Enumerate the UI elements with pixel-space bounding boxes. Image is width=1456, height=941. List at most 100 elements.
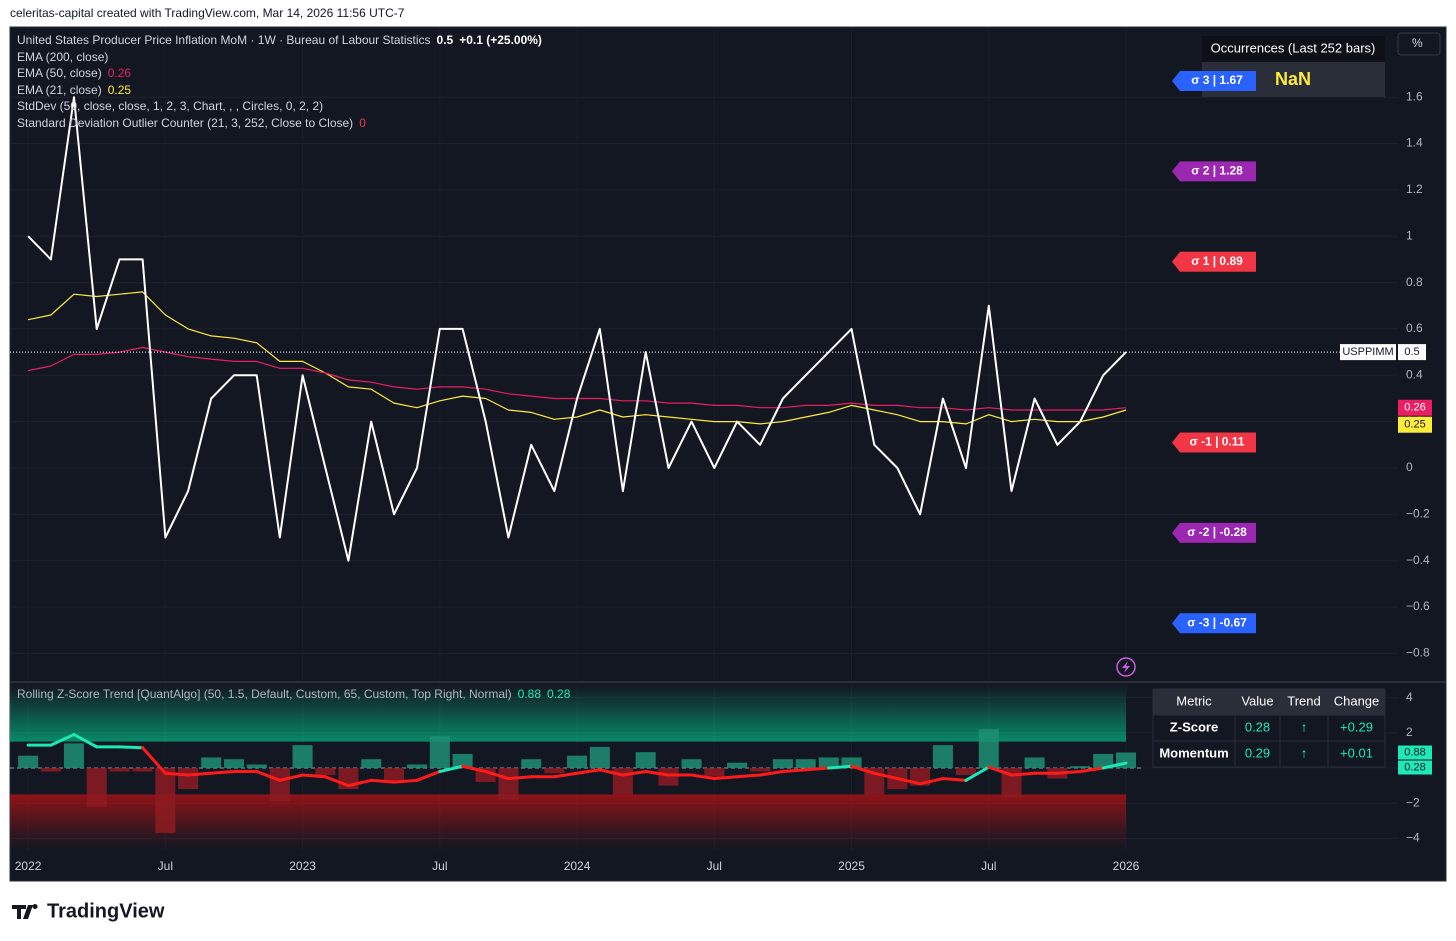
table-cell [1152, 740, 1236, 768]
price-box [1398, 344, 1426, 361]
y-tick-label: −0.4 [1406, 553, 1430, 567]
zscore-segment [598, 768, 625, 777]
price-box [1398, 399, 1432, 416]
symbol-label: USPPIMM [1342, 346, 1393, 358]
table-text: Z-Score [1170, 719, 1218, 734]
zscore-segment [735, 773, 762, 779]
histogram-bar [1024, 757, 1045, 769]
sigma-tag [1172, 161, 1256, 182]
y-tick-label: 1.4 [1406, 136, 1423, 150]
x-tick-label: Jul [432, 859, 447, 873]
value-label: 0.28 [1404, 761, 1425, 773]
zscore-segment [644, 770, 670, 777]
table-header: Metric [1176, 693, 1212, 708]
sigma-label: σ 2 | 1.28 [1191, 164, 1243, 178]
x-tick-label: 2022 [15, 859, 42, 873]
zscore-segment [964, 765, 991, 782]
x-tick-label: 2024 [564, 859, 591, 873]
y-tick-label: 1.2 [1406, 182, 1423, 196]
y-tick-label: 4 [1406, 690, 1413, 704]
sub-legend: Rolling Z-Score Trend [QuantAlgo] (50, 1… [17, 687, 571, 701]
histogram-bar [452, 753, 473, 769]
histogram-bar [223, 759, 244, 769]
table-text: Momentum [1159, 745, 1228, 760]
zscore-segment [438, 764, 465, 774]
zscore-segment [827, 764, 854, 770]
table-cell [1279, 688, 1329, 716]
table-text: 0.29 [1245, 745, 1270, 760]
zscore-segment [209, 770, 236, 775]
y-tick-label: −0.6 [1406, 599, 1430, 613]
y-tick-label: 0 [1406, 460, 1413, 474]
table-header: Trend [1287, 693, 1320, 708]
zscore-segment [141, 746, 167, 775]
sigma-label: σ -3 | -0.67 [1187, 615, 1247, 629]
table-cell [1327, 714, 1386, 742]
histogram-bar [1093, 753, 1114, 769]
scale-button[interactable] [1397, 32, 1441, 56]
zscore-segment [1078, 766, 1105, 774]
legend-text: 0.25 [108, 83, 132, 97]
zscore-segment [552, 771, 579, 779]
zscore-segment [186, 771, 213, 777]
histogram-bar [109, 768, 130, 772]
legend-text: EMA (21, close) [17, 83, 102, 97]
table-text: 0.28 [1245, 719, 1270, 734]
histogram-bar [18, 755, 39, 769]
histogram-bar [978, 729, 999, 769]
table-cell [1279, 714, 1329, 742]
zscore-segment [987, 765, 1014, 777]
table-header: Change [1334, 693, 1380, 708]
histogram-bar [841, 757, 862, 769]
legend-text: 0 [359, 116, 366, 130]
legend-item: Standard Deviation Outlier Counter (21, … [17, 116, 366, 130]
histogram-bar [704, 768, 725, 777]
zscore-segment [506, 775, 533, 781]
histogram-bar [772, 759, 793, 769]
x-tick-label: Jul [707, 859, 722, 873]
sigma-label: σ -2 | -0.28 [1187, 525, 1247, 539]
y-tick-label: −4 [1406, 831, 1420, 845]
y-tick-label: −0.8 [1406, 646, 1430, 660]
price-label: 0.26 [1404, 402, 1425, 414]
zscore-segment [1010, 771, 1037, 777]
table-cell [1327, 740, 1386, 768]
histogram-bar [750, 768, 771, 772]
sigma-label: σ 3 | 1.67 [1191, 73, 1243, 87]
histogram-bar [407, 764, 428, 769]
x-tick-label: 2025 [838, 859, 865, 873]
legend-item: EMA (50, close) 0.26 [17, 66, 131, 80]
footer-brand: TradingView [47, 900, 165, 922]
zscore-segment [1055, 770, 1082, 775]
legend-text: +0.1 (+25.00%) [459, 33, 542, 47]
zscore-segment [392, 778, 419, 784]
zscore-segment [72, 733, 99, 749]
sigma-tag [1172, 522, 1256, 543]
value-label: 0.88 [1404, 746, 1425, 758]
x-tick-label: 2023 [289, 859, 316, 873]
histogram-bar [521, 759, 542, 769]
lower-band [10, 794, 1126, 850]
sigma-tag [1172, 251, 1256, 272]
histogram-bar [201, 757, 222, 769]
histogram-bar [955, 768, 977, 776]
histogram-bar [658, 768, 679, 786]
alert-icon[interactable] [1116, 657, 1136, 677]
legend-item: United States Producer Price Inflation M… [17, 33, 542, 47]
histogram-bar [40, 768, 61, 772]
zscore-segment [49, 733, 76, 747]
footer-logo [12, 904, 38, 919]
zscore-segment [484, 770, 510, 781]
occurrences-value: NaN [1275, 69, 1311, 89]
zscore-segment [941, 777, 968, 782]
zscore-segment [415, 770, 442, 782]
scale-button-label[interactable]: % [1412, 36, 1423, 50]
histogram-bar [498, 768, 519, 800]
zscore-segment [872, 771, 899, 781]
zscore-segment [712, 775, 739, 781]
zscore-segment [461, 764, 488, 774]
histogram-bar [178, 768, 199, 790]
price-label: 0.25 [1404, 419, 1425, 431]
zscore-segment [118, 745, 145, 750]
